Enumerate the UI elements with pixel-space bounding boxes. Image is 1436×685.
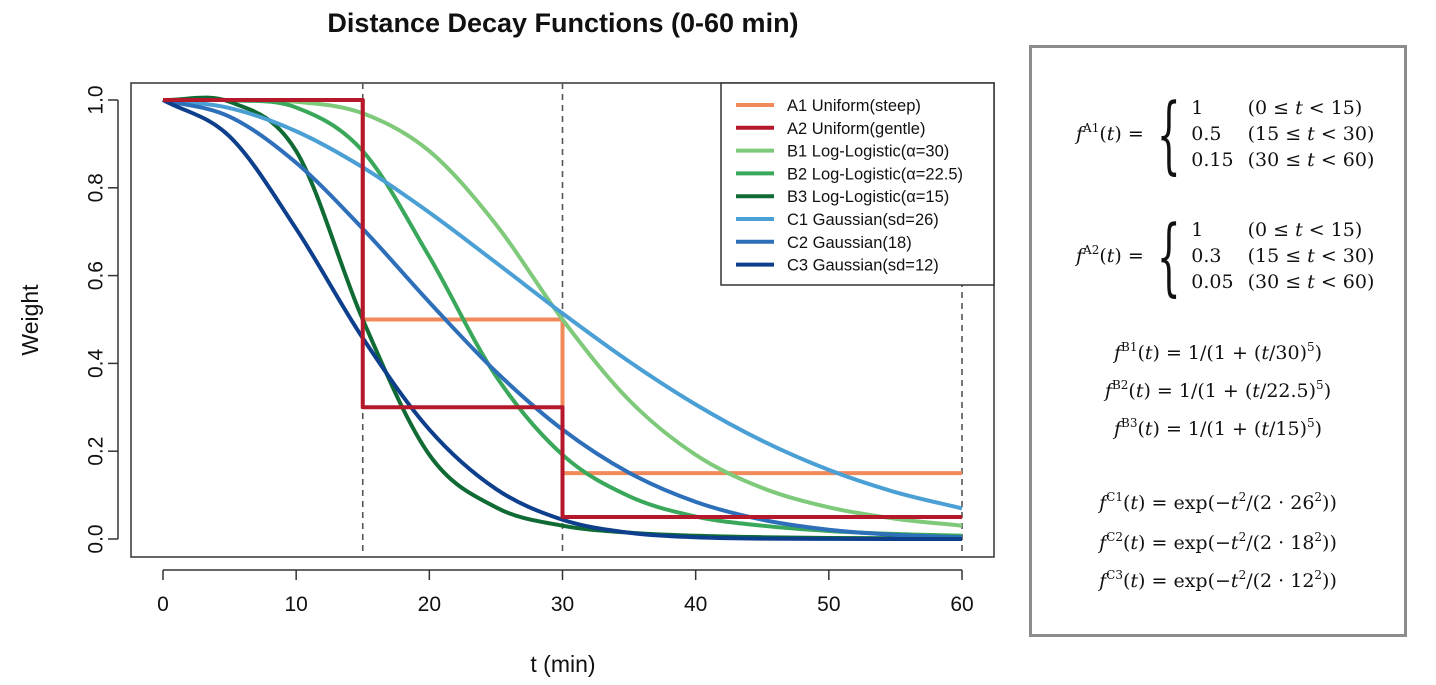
legend-label: A2 Uniform(gentle): [787, 120, 925, 138]
formula-c2: fC2(t) = exp(−t2/(2 · 182)): [1099, 530, 1337, 554]
formula-panel: fA1(t) = { 1 (0 ≤ t < 15) 0.5 (15 ≤ t < 30…: [1029, 45, 1407, 637]
decay-chart: Distance Decay Functions (0-60 min) t (m…: [17, 8, 995, 677]
y-tick-label: 0.4: [85, 348, 108, 378]
x-axis-label: t (min): [530, 651, 595, 677]
x-tick-label: 50: [817, 593, 840, 616]
y-axis-label: Weight: [17, 284, 43, 356]
y-tick-label: 0.2: [85, 437, 108, 466]
legend-label: B1 Log-Logistic(α=30): [787, 143, 949, 161]
x-tick-label: 20: [418, 593, 441, 616]
formula-c3: fC3(t) = exp(−t2/(2 · 122)): [1099, 568, 1337, 592]
series-line-c3: [162, 98, 963, 542]
x-tick-label: 0: [157, 593, 169, 616]
x-tick-label: 40: [684, 593, 707, 616]
legend-label: C3 Gaussian(sd=12): [787, 257, 939, 275]
chart-title: Distance Decay Functions (0-60 min): [327, 8, 798, 38]
legend-label: C2 Gaussian(18): [787, 234, 912, 252]
series-line-c1: [162, 98, 963, 511]
x-tick-label: 60: [950, 593, 973, 616]
formula-b2: fB2(t) = 1/(1 + (t/22.5)5): [1104, 378, 1332, 402]
formula-c1: fC1(t) = exp(−t2/(2 · 262)): [1099, 490, 1337, 514]
legend-label: A1 Uniform(steep): [787, 97, 921, 115]
legend-box: [720, 82, 995, 286]
x-tick-label: 30: [551, 593, 574, 616]
formula-b1: fB1(t) = 1/(1 + (t/30)5): [1113, 340, 1323, 364]
series-line-a2: [163, 98, 962, 520]
x-tick-label: 10: [284, 593, 307, 616]
y-tick-label: 0.6: [85, 261, 108, 290]
y-tick-label: 0.0: [85, 524, 108, 553]
formula-a2: fA2(t) = { 1 (0 ≤ t < 15) 0.3 (15 ≤ t < 30…: [1076, 207, 1375, 305]
series-line-c2: [162, 98, 963, 540]
formula-a1: fA1(t) = { 1 (0 ≤ t < 15) 0.5 (15 ≤ t < 30…: [1076, 85, 1375, 183]
legend-label: B3 Log-Logistic(α=15): [787, 188, 949, 206]
legend-label: B2 Log-Logistic(α=22.5): [787, 165, 963, 183]
legend-label: C1 Gaussian(sd=26): [787, 211, 939, 229]
y-tick-label: 0.8: [85, 173, 108, 202]
y-tick-label: 1.0: [85, 85, 108, 114]
formula-b3: fB3(t) = 1/(1 + (t/15)5): [1113, 416, 1323, 440]
